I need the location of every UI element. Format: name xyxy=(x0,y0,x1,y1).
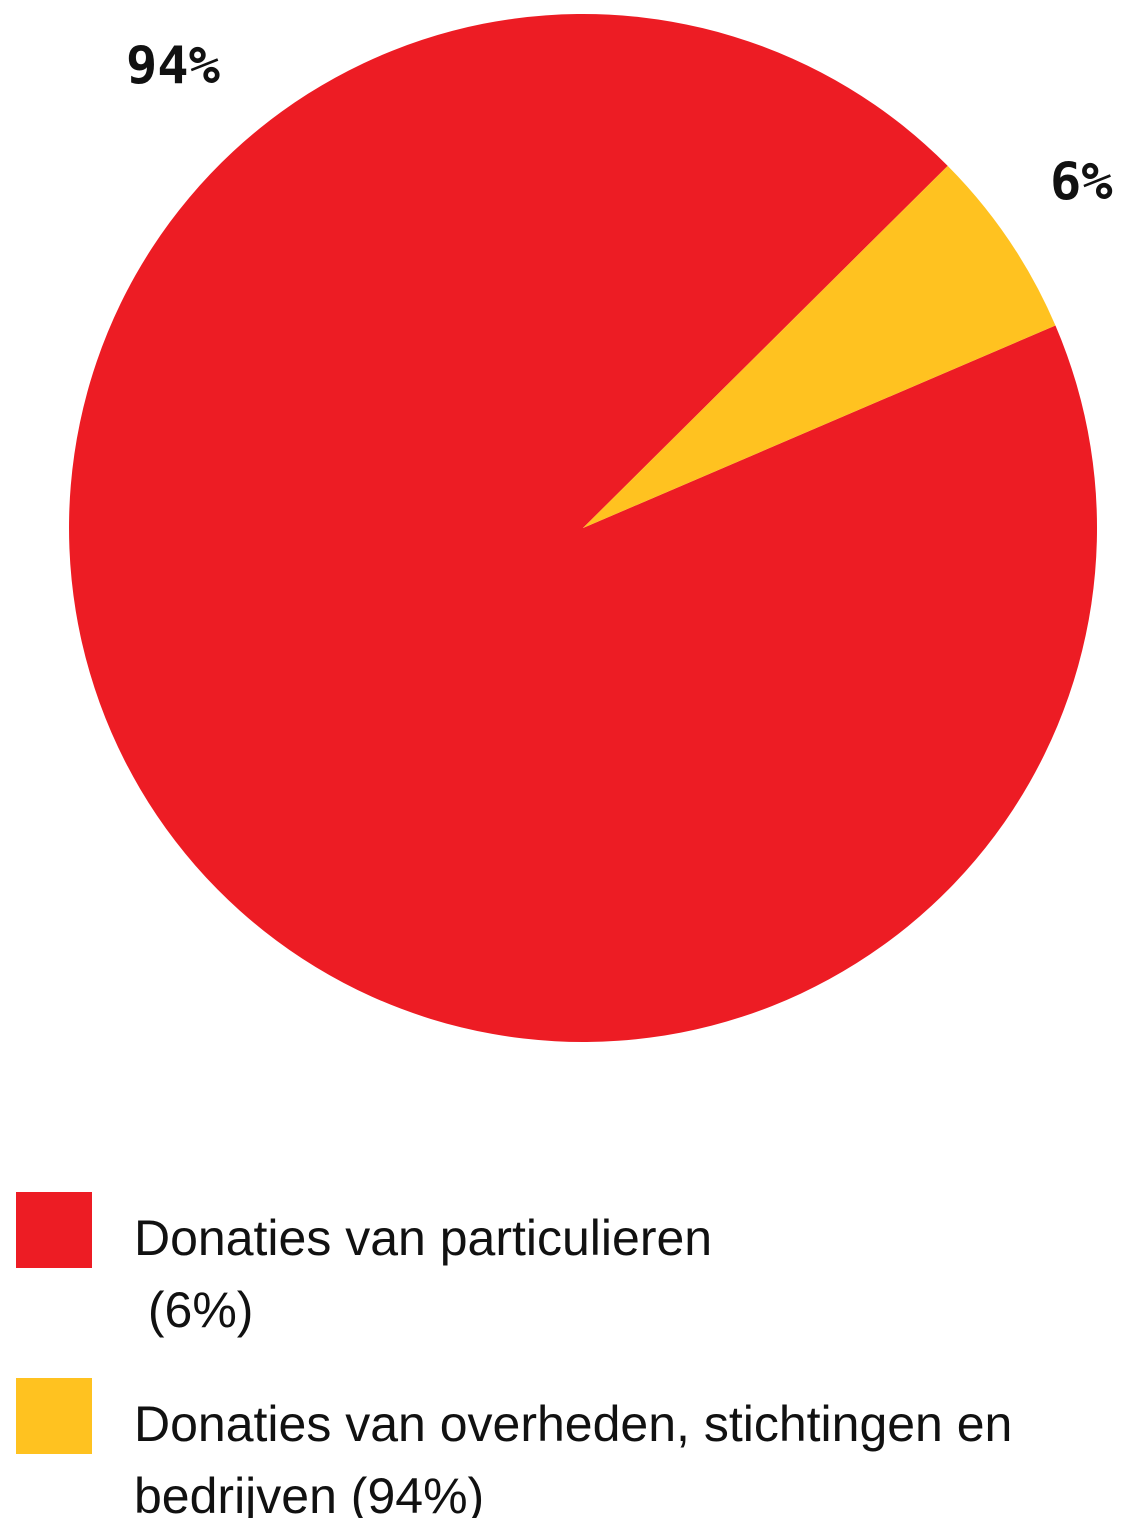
legend-swatch-yellow xyxy=(16,1378,92,1454)
pie-slice-small xyxy=(583,165,1056,528)
pie-chart xyxy=(69,14,1098,1043)
pie-slice-large xyxy=(69,14,1098,1043)
legend-label: Donaties van particulieren (6%) xyxy=(134,1210,713,1338)
data-label-small-slice: 6% xyxy=(1050,152,1113,212)
legend-label: Donaties van overheden, stichtingen en b… xyxy=(134,1396,1013,1518)
legend-swatch-red xyxy=(16,1192,92,1268)
data-label-large-slice: 94% xyxy=(126,36,220,96)
